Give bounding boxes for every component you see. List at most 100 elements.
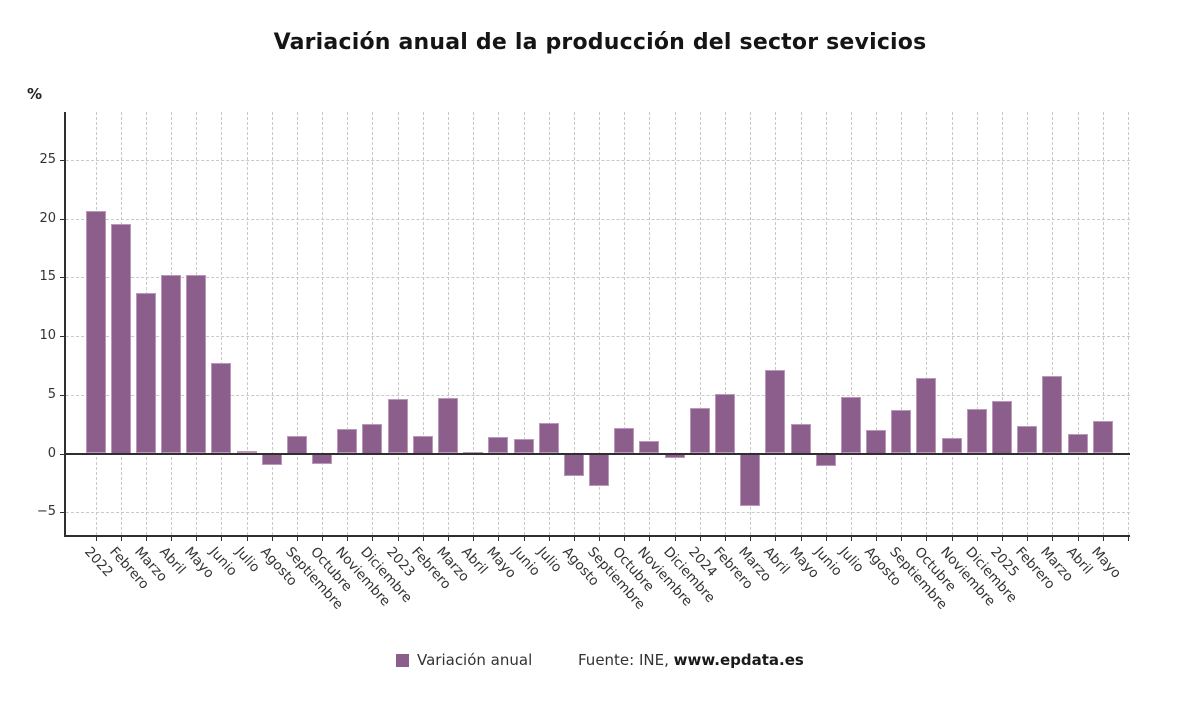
bar-junio	[815, 453, 836, 467]
h-gridline	[66, 159, 1130, 161]
x-axis-tick	[498, 536, 500, 541]
x-axis-tick	[1001, 536, 1003, 541]
bar-septiembre	[891, 410, 912, 454]
bar-marzo	[438, 398, 459, 454]
bar-agosto	[563, 453, 584, 476]
v-gridline	[1077, 112, 1079, 535]
v-gridline	[397, 112, 399, 535]
bar-marzo	[1042, 375, 1063, 454]
x-axis-tick	[347, 536, 349, 541]
v-gridline	[498, 112, 500, 535]
y-axis-unit-label: %	[27, 85, 43, 103]
x-axis-tick	[271, 536, 273, 541]
bar-febrero	[1017, 426, 1038, 454]
y-axis-tick-label: 5	[47, 386, 56, 402]
x-axis-tick	[1077, 536, 1079, 541]
v-gridline	[1127, 112, 1129, 535]
v-gridline	[473, 112, 475, 535]
v-gridline	[976, 112, 978, 535]
bar-2024	[689, 407, 710, 454]
x-axis-tick	[800, 536, 802, 541]
x-axis-tick	[649, 536, 651, 541]
v-gridline	[347, 112, 349, 535]
x-axis-tick	[95, 536, 97, 541]
v-gridline	[775, 112, 777, 535]
x-axis-tick	[926, 536, 928, 541]
bar-2025	[991, 400, 1012, 454]
bar-abril	[1067, 433, 1088, 454]
y-axis-tick-label: 10	[39, 328, 56, 343]
x-axis-tick	[120, 536, 122, 541]
v-gridline	[725, 112, 726, 535]
y-axis-tick	[60, 159, 66, 161]
v-gridline	[296, 112, 298, 535]
y-axis-tick	[60, 512, 66, 514]
v-gridline	[599, 112, 601, 535]
bar-2023	[387, 399, 408, 454]
x-axis-tick	[699, 536, 701, 541]
x-axis-tick	[901, 536, 903, 541]
v-gridline	[448, 112, 450, 535]
x-axis-tick	[1027, 536, 1029, 541]
y-axis-tick	[60, 336, 66, 337]
v-gridline	[901, 112, 903, 535]
bar-mayo	[186, 274, 207, 454]
x-axis-tick	[1127, 536, 1129, 541]
v-gridline	[221, 112, 223, 535]
bar-agosto	[866, 430, 887, 454]
v-gridline	[699, 112, 701, 535]
bar-abril	[161, 274, 182, 454]
zero-baseline	[66, 452, 1130, 455]
v-gridline	[926, 112, 928, 535]
chart-legend: Variación anual Fuente: INE, www.epdata.…	[0, 645, 1200, 675]
v-gridline	[674, 112, 676, 535]
h-gridline	[66, 512, 1130, 514]
x-axis-tick	[725, 536, 726, 541]
v-gridline	[649, 112, 651, 535]
x-axis-tick	[145, 536, 147, 541]
x-axis-tick	[397, 536, 399, 541]
y-axis-tick	[60, 394, 66, 396]
x-axis-tick	[196, 536, 198, 541]
legend-swatch	[396, 653, 409, 667]
bar-septiembre	[589, 453, 610, 487]
y-axis-tick	[60, 218, 66, 220]
v-gridline	[1052, 112, 1054, 535]
y-axis-tick	[60, 453, 66, 455]
x-axis-tick	[372, 536, 374, 541]
bar-mayo	[790, 424, 811, 454]
bar-agosto	[261, 453, 282, 466]
bar-octubre	[312, 453, 333, 465]
x-axis-tick	[296, 536, 298, 541]
source-prefix: Fuente: INE,	[578, 651, 674, 669]
y-axis-tick-label: 25	[39, 151, 56, 167]
x-axis-tick	[976, 536, 978, 541]
x-axis-tick	[523, 536, 525, 541]
x-axis-tick	[850, 536, 852, 541]
chart-title: Variación anual de la producción del sec…	[273, 30, 927, 55]
y-axis-line	[64, 112, 66, 537]
v-gridline	[951, 112, 953, 535]
bar-noviembre	[337, 428, 358, 454]
y-axis-tick	[60, 277, 66, 279]
legend-item-variacion-anual[interactable]: Variación anual	[396, 651, 532, 669]
x-axis-tick	[624, 536, 626, 541]
x-axis-tick	[1052, 536, 1054, 541]
x-axis-tick	[825, 536, 827, 541]
x-axis-tick	[548, 536, 550, 541]
v-gridline	[246, 112, 248, 535]
v-gridline	[573, 112, 575, 535]
v-gridline	[800, 112, 802, 535]
bar-junio	[211, 363, 232, 454]
bar-abril	[765, 370, 786, 454]
x-axis-tick	[876, 536, 878, 541]
bar-mayo	[488, 437, 509, 454]
x-axis-tick	[422, 536, 424, 541]
x-axis-tick	[246, 536, 248, 541]
source-link[interactable]: www.epdata.es	[673, 651, 804, 669]
v-gridline	[523, 112, 525, 535]
v-gridline	[876, 112, 878, 535]
x-axis-tick	[674, 536, 676, 541]
v-gridline	[825, 112, 827, 535]
